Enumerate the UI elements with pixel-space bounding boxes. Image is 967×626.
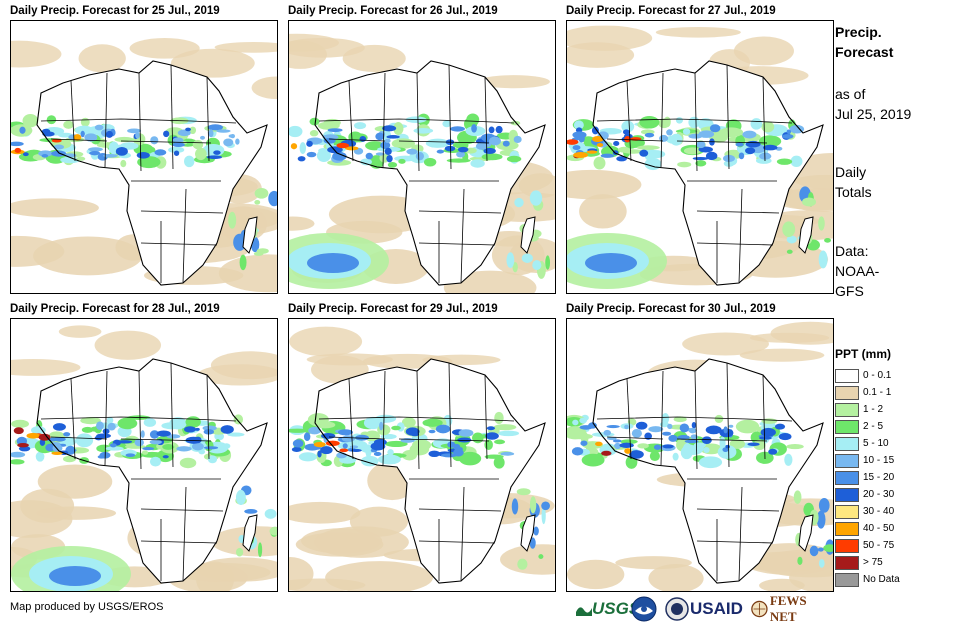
- data-source: Data: NOAA- GFS: [835, 243, 880, 299]
- legend-item: No Data: [835, 571, 960, 588]
- precip-map-3: [566, 20, 834, 294]
- legend-item: 20 - 30: [835, 486, 960, 503]
- precip-legend: PPT (mm) 0 - 0.1 0.1 - 1 1 - 2 2 - 5 5 - 10 1…: [835, 347, 960, 588]
- usgs-wave-icon: [576, 607, 592, 616]
- legend-swatch: [835, 419, 859, 434]
- legend-item: > 75: [835, 554, 960, 571]
- rain-band: [11, 114, 240, 169]
- legend-item: 15 - 20: [835, 469, 960, 486]
- noaa-logo: [631, 596, 657, 622]
- legend-item: 30 - 40: [835, 503, 960, 520]
- legend-swatch: [835, 572, 859, 587]
- legend-item: 50 - 75: [835, 537, 960, 554]
- legend-swatch: [835, 453, 859, 468]
- legend-title: PPT (mm): [835, 347, 892, 361]
- precip-map-1: [10, 20, 278, 294]
- precip-map-5: [288, 318, 556, 592]
- legend-swatch: [835, 504, 859, 519]
- dhs-seal-logo: [665, 596, 689, 622]
- legend-swatch: [835, 538, 859, 553]
- legend-label: > 75: [863, 557, 883, 568]
- fews-globe-icon: [751, 600, 768, 618]
- legend-swatch: [835, 487, 859, 502]
- legend-label: 20 - 30: [863, 489, 895, 500]
- fews-net-logo: FEWS NET: [751, 593, 826, 624]
- legend-item: 0.1 - 1: [835, 384, 960, 401]
- legend-swatch: [835, 402, 859, 417]
- usgs-logo: USGS: [576, 596, 640, 622]
- noaa-emblem-icon: [631, 596, 657, 622]
- east-showers: [793, 490, 833, 568]
- legend-swatch: [835, 555, 859, 570]
- panel-title: Daily Precip. Forecast for 25 Jul., 2019: [10, 5, 220, 17]
- legend-label: 5 - 10: [863, 438, 889, 449]
- legend-swatch: [835, 385, 859, 400]
- legend-label: 10 - 15: [863, 455, 895, 466]
- forecast-panel-3: Daily Precip. Forecast for 27 Jul., 2019: [566, 5, 846, 295]
- map-credit: Map produced by USGS/EROS: [10, 601, 164, 613]
- rain-band: [289, 411, 520, 469]
- precip-map-4: [10, 318, 278, 592]
- panel-title: Daily Precip. Forecast for 28 Jul., 2019: [10, 303, 220, 315]
- east-showers: [782, 186, 832, 269]
- precip-map-6: [566, 318, 834, 592]
- southern-storm: [567, 233, 667, 289]
- legend-label: 30 - 40: [863, 506, 895, 517]
- legend-label: 40 - 50: [863, 523, 895, 534]
- forecast-panel-6: Daily Precip. Forecast for 30 Jul., 2019: [566, 303, 846, 593]
- legend-label: 50 - 75: [863, 540, 895, 551]
- legend-label: No Data: [863, 574, 900, 585]
- precip-map-2: [288, 20, 556, 294]
- southern-storm: [11, 546, 131, 591]
- usaid-logo: USAID: [690, 599, 743, 618]
- legend-label: 2 - 5: [863, 421, 884, 432]
- forecast-panel-4: Daily Precip. Forecast for 28 Jul., 2019: [10, 303, 290, 593]
- legend-swatch: [835, 470, 859, 485]
- legend-label: 0.1 - 1: [863, 387, 892, 398]
- map-heading: Precip. Forecast: [835, 24, 894, 60]
- forecast-panel-5: Daily Precip. Forecast for 29 Jul., 2019: [288, 303, 568, 593]
- rain-band: [567, 413, 804, 469]
- legend-label: 0 - 0.1: [863, 370, 892, 381]
- rain-band: [11, 414, 245, 469]
- seal-icon: [665, 597, 689, 621]
- legend-swatch: [835, 436, 859, 451]
- legend-item: 1 - 2: [835, 401, 960, 418]
- panel-title: Daily Precip. Forecast for 30 Jul., 2019: [566, 303, 776, 315]
- southern-storm: [289, 233, 389, 289]
- panel-title: Daily Precip. Forecast for 26 Jul., 2019: [288, 5, 498, 17]
- legend-item: 2 - 5: [835, 418, 960, 435]
- agency-logos: USGS USAID FEWS NET: [576, 593, 826, 624]
- legend-swatch: [835, 521, 859, 536]
- legend-item: 5 - 10: [835, 435, 960, 452]
- panel-title: Daily Precip. Forecast for 27 Jul., 2019: [566, 5, 776, 17]
- legend-item: 0 - 0.1: [835, 367, 960, 384]
- panel-title: Daily Precip. Forecast for 29 Jul., 2019: [288, 303, 498, 315]
- forecast-panel-1: Daily Precip. Forecast for 25 Jul., 2019: [10, 5, 290, 295]
- legend-rows: 0 - 0.1 0.1 - 1 1 - 2 2 - 5 5 - 10 10 - 15 15 …: [835, 367, 960, 588]
- forecast-panel-2: Daily Precip. Forecast for 26 Jul., 2019: [288, 5, 568, 295]
- as-of-date: as of Jul 25, 2019: [835, 86, 912, 122]
- totals-label: Daily Totals: [835, 164, 872, 200]
- legend-item: 10 - 15: [835, 452, 960, 469]
- legend-swatch: [835, 368, 859, 383]
- legend-label: 15 - 20: [863, 472, 895, 483]
- legend-label: 1 - 2: [863, 404, 884, 415]
- legend-item: 40 - 50: [835, 520, 960, 537]
